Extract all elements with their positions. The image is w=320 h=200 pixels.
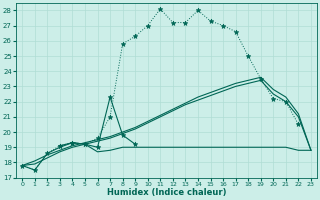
X-axis label: Humidex (Indice chaleur): Humidex (Indice chaleur) [107,188,226,197]
